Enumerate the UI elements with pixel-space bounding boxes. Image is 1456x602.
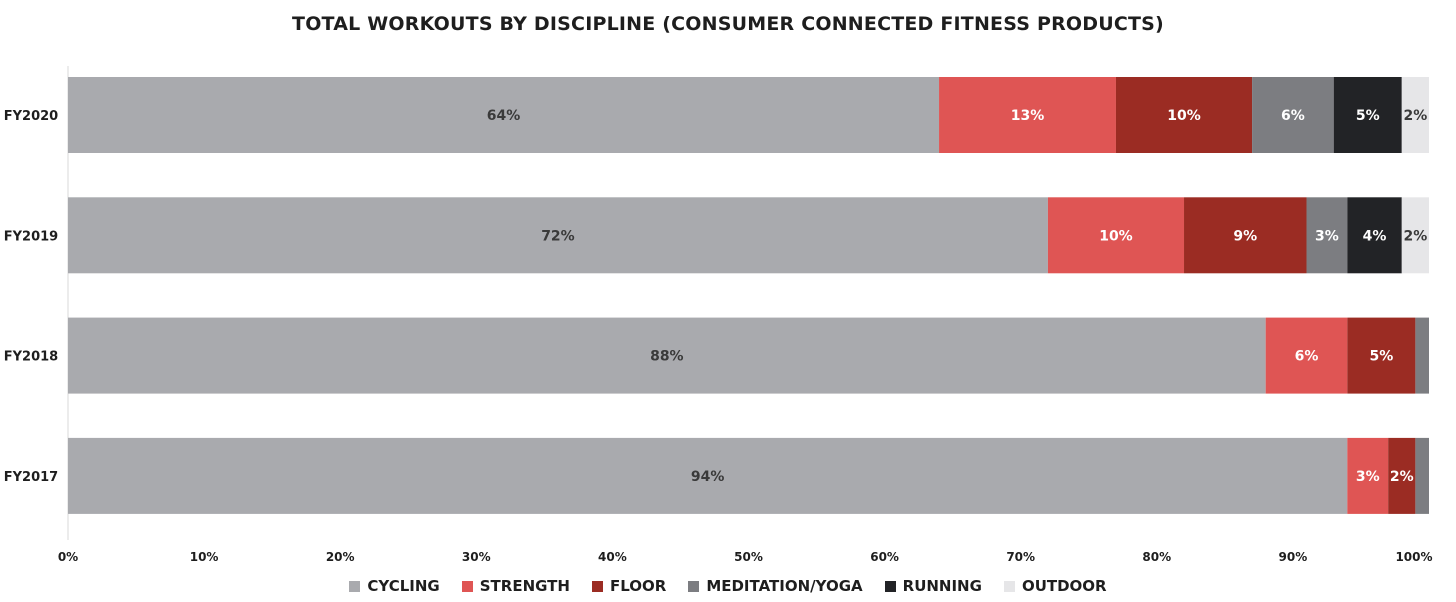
x-tick-label: 70% [1006, 550, 1035, 564]
legend-swatch [461, 580, 473, 592]
category-labels: FY2020 FY2019 FY2018 FY2017 [4, 109, 58, 485]
data-label: 2% [1403, 228, 1427, 244]
x-tick-label: 30% [462, 550, 491, 564]
legend-label: STRENGTH [479, 577, 570, 595]
bar-segment [939, 77, 1116, 153]
x-tick-label: 90% [1279, 550, 1308, 564]
legend-item: MEDITATION/YOGA [688, 577, 863, 595]
data-label: 3% [1315, 228, 1339, 244]
data-label: 94% [691, 469, 725, 485]
bars-group: 64% 13% 10% 6% 5% 2% 72% 10% 9% 3% 4% 2% 88% 6% 5% 94% 3… [68, 77, 1429, 514]
data-label: 64% [487, 108, 521, 124]
bar-segment [1347, 437, 1389, 514]
bar-segment [1115, 77, 1253, 153]
legend-swatch [1003, 580, 1015, 592]
legend-item: STRENGTH [461, 577, 570, 595]
bar-segment [68, 437, 1348, 514]
x-tick-label: 10% [190, 550, 219, 564]
legend-item: CYCLING [349, 577, 440, 595]
legend-item: FLOOR [591, 577, 667, 595]
data-label: 5% [1369, 349, 1393, 365]
category-label: FY2019 [4, 229, 58, 244]
bar-segment [1333, 77, 1402, 153]
x-tick-label: 40% [598, 550, 627, 564]
legend: CYCLING STRENGTH FLOOR MEDITATION/YOGA RUNNI… [0, 577, 1456, 595]
category-label: FY2018 [4, 350, 58, 365]
data-label: 13% [1011, 108, 1045, 124]
data-label: 6% [1281, 108, 1305, 124]
bar-segment [1401, 77, 1429, 153]
x-tick-label: 20% [326, 550, 355, 564]
category-label: FY2017 [4, 470, 58, 485]
legend-label: CYCLING [367, 577, 440, 595]
legend-label: MEDITATION/YOGA [706, 577, 863, 595]
x-tick-label: 80% [1142, 550, 1171, 564]
bar-segment [1306, 197, 1348, 274]
legend-item: RUNNING [884, 577, 982, 595]
data-label: 3% [1356, 469, 1380, 485]
legend-label: RUNNING [902, 577, 982, 595]
bar-segment [1184, 197, 1307, 274]
legend-swatch [591, 580, 603, 592]
bar-segment [1252, 77, 1334, 153]
bar-segment [1388, 437, 1416, 514]
bar-segment [1415, 317, 1429, 394]
x-tick-label: 60% [870, 550, 899, 564]
x-tick-label: 50% [734, 550, 763, 564]
bar-segment [1347, 317, 1416, 394]
x-tick-label: 100% [1395, 550, 1432, 564]
data-label: 10% [1167, 108, 1201, 124]
legend-swatch [884, 580, 896, 592]
legend-label: OUTDOOR [1021, 577, 1107, 595]
bar-segment [68, 77, 940, 153]
data-label: 88% [650, 349, 684, 365]
x-tick-label: 0% [58, 550, 78, 564]
bar-segment [68, 197, 1048, 274]
data-label: 9% [1233, 228, 1257, 244]
data-label: 10% [1099, 228, 1133, 244]
bar-segment [1347, 197, 1402, 274]
legend-swatch [688, 580, 700, 592]
legend-item: OUTDOOR [1003, 577, 1107, 595]
legend-label: FLOOR [609, 577, 667, 595]
bar-segment [1415, 437, 1429, 514]
bar-segment [1047, 197, 1185, 274]
data-label: 5% [1356, 108, 1380, 124]
data-label: 6% [1295, 349, 1319, 365]
legend-swatch [349, 580, 361, 592]
category-label: FY2020 [4, 109, 58, 124]
data-label: 4% [1363, 228, 1387, 244]
bar-segment [1265, 317, 1348, 394]
x-tick-labels: 0% 10% 20% 30% 40% 50% 60% 70% 80% 90% 100% [58, 550, 1433, 564]
data-label: 2% [1390, 469, 1414, 485]
data-label: 72% [541, 228, 575, 244]
data-label: 2% [1403, 108, 1427, 124]
bar-segment [1401, 197, 1429, 274]
bar-segment [68, 317, 1266, 394]
chart-title: TOTAL WORKOUTS BY DISCIPLINE (CONSUMER C… [292, 13, 1164, 35]
